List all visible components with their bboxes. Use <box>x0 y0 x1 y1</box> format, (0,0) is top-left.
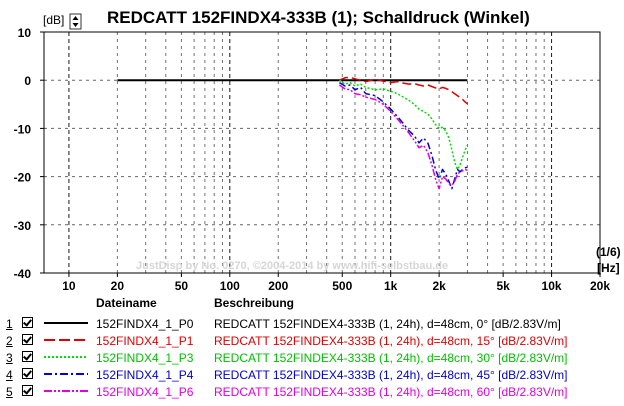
legend-description: REDCATT 152FINDEX4-333B (1, 24h), d=48cm… <box>214 351 568 365</box>
x-tick-label: 10 <box>62 279 76 293</box>
legend-row-checkbox[interactable] <box>22 368 33 379</box>
grid <box>44 32 601 273</box>
x-tick-label: 1k <box>384 279 398 293</box>
x-tick-label: 5k <box>496 279 510 293</box>
legend-row: 2 152FINDX4_1_P1 REDCATT 152FINDEX4-333B… <box>0 333 624 350</box>
legend-row-number[interactable]: 2 <box>6 334 13 348</box>
legend-description: REDCATT 152FINDEX4-333B (1, 24h), d=48cm… <box>214 368 568 382</box>
x-unit-label: [Hz] <box>597 261 620 275</box>
series-line-152findx4-1-p1 <box>339 76 468 105</box>
legend-line-sample <box>44 390 88 392</box>
legend-row: 3 152FINDX4_1_P3 REDCATT 152FINDEX4-333B… <box>0 350 624 367</box>
chart-title: REDCATT 152FINDX4-333B (1); Schalldruck … <box>107 8 530 27</box>
x-tick-label: 50 <box>175 279 189 293</box>
y-tick-label: -30 <box>14 219 32 233</box>
legend-file-name: 152FINDX4_1_P4 <box>96 368 194 382</box>
x-tick-label: 2k <box>432 279 446 293</box>
x-tick-label: 20k <box>590 279 610 293</box>
y-unit-label: [dB] <box>43 13 64 27</box>
y-tick-label: 10 <box>18 26 32 40</box>
plot-frame <box>43 31 601 274</box>
legend-file-name: 152FINDX4_1_P0 <box>96 317 194 331</box>
legend-row-checkbox[interactable] <box>22 334 33 345</box>
x-tick-label: 100 <box>220 279 240 293</box>
unit-spin-icon[interactable] <box>69 13 82 30</box>
legend-header-file: Dateiname <box>96 296 157 310</box>
series-line-152findx4-1-p3 <box>338 79 469 171</box>
legend-row: 5 152FINDX4_1_P6 REDCATT 152FINDEX4-333B… <box>0 384 624 401</box>
x-tick-label: 10k <box>542 279 562 293</box>
legend-description: REDCATT 152FINDEX4-333B (1, 24h), d=48cm… <box>214 317 561 331</box>
x-tick-label: 200 <box>268 279 288 293</box>
legend-row-number[interactable]: 5 <box>6 385 13 399</box>
y-tick-label: 0 <box>24 74 31 88</box>
legend-row-number[interactable]: 1 <box>6 317 13 331</box>
smoothing-label: (1/6) <box>596 245 621 259</box>
legend-file-name: 152FINDX4_1_P3 <box>96 351 194 365</box>
y-tick-label: -20 <box>14 171 32 185</box>
series-line-152findx4-1-p4 <box>339 81 468 190</box>
legend-row-checkbox[interactable] <box>22 317 33 328</box>
legend-line-sample <box>44 356 88 358</box>
y-tick-label: -40 <box>14 267 32 281</box>
legend-row: 4 152FINDX4_1_P4 REDCATT 152FINDEX4-333B… <box>0 367 624 384</box>
legend-row-checkbox[interactable] <box>22 351 33 362</box>
legend-table: Dateiname Beschreibung 1 152FINDX4_1_P0 … <box>0 296 624 406</box>
legend-line-sample <box>44 322 88 324</box>
legend-row-number[interactable]: 3 <box>6 351 13 365</box>
legend-line-sample <box>44 339 88 341</box>
legend-header-description: Beschreibung <box>214 296 295 310</box>
x-tick-label: 20 <box>111 279 125 293</box>
legend-row: 1 152FINDX4_1_P0 REDCATT 152FINDEX4-333B… <box>0 316 624 333</box>
legend-description: REDCATT 152FINDEX4-333B (1, 24h), d=48cm… <box>214 385 568 399</box>
series-line-152findx4-1-p6 <box>338 84 468 190</box>
legend-row-checkbox[interactable] <box>22 385 33 396</box>
legend-description: REDCATT 152FINDEX4-333B (1, 24h), d=48cm… <box>214 334 568 348</box>
legend-file-name: 152FINDX4_1_P6 <box>96 385 194 399</box>
x-tick-label: 500 <box>332 279 352 293</box>
y-tick-label: -10 <box>14 122 32 136</box>
legend-row-number[interactable]: 4 <box>6 368 13 382</box>
legend-line-sample <box>44 373 88 375</box>
watermark: JustDisp by No. 0270, ©2004-2014 by www.… <box>136 260 448 272</box>
legend-file-name: 152FINDX4_1_P1 <box>96 334 194 348</box>
series-layer <box>117 76 469 190</box>
